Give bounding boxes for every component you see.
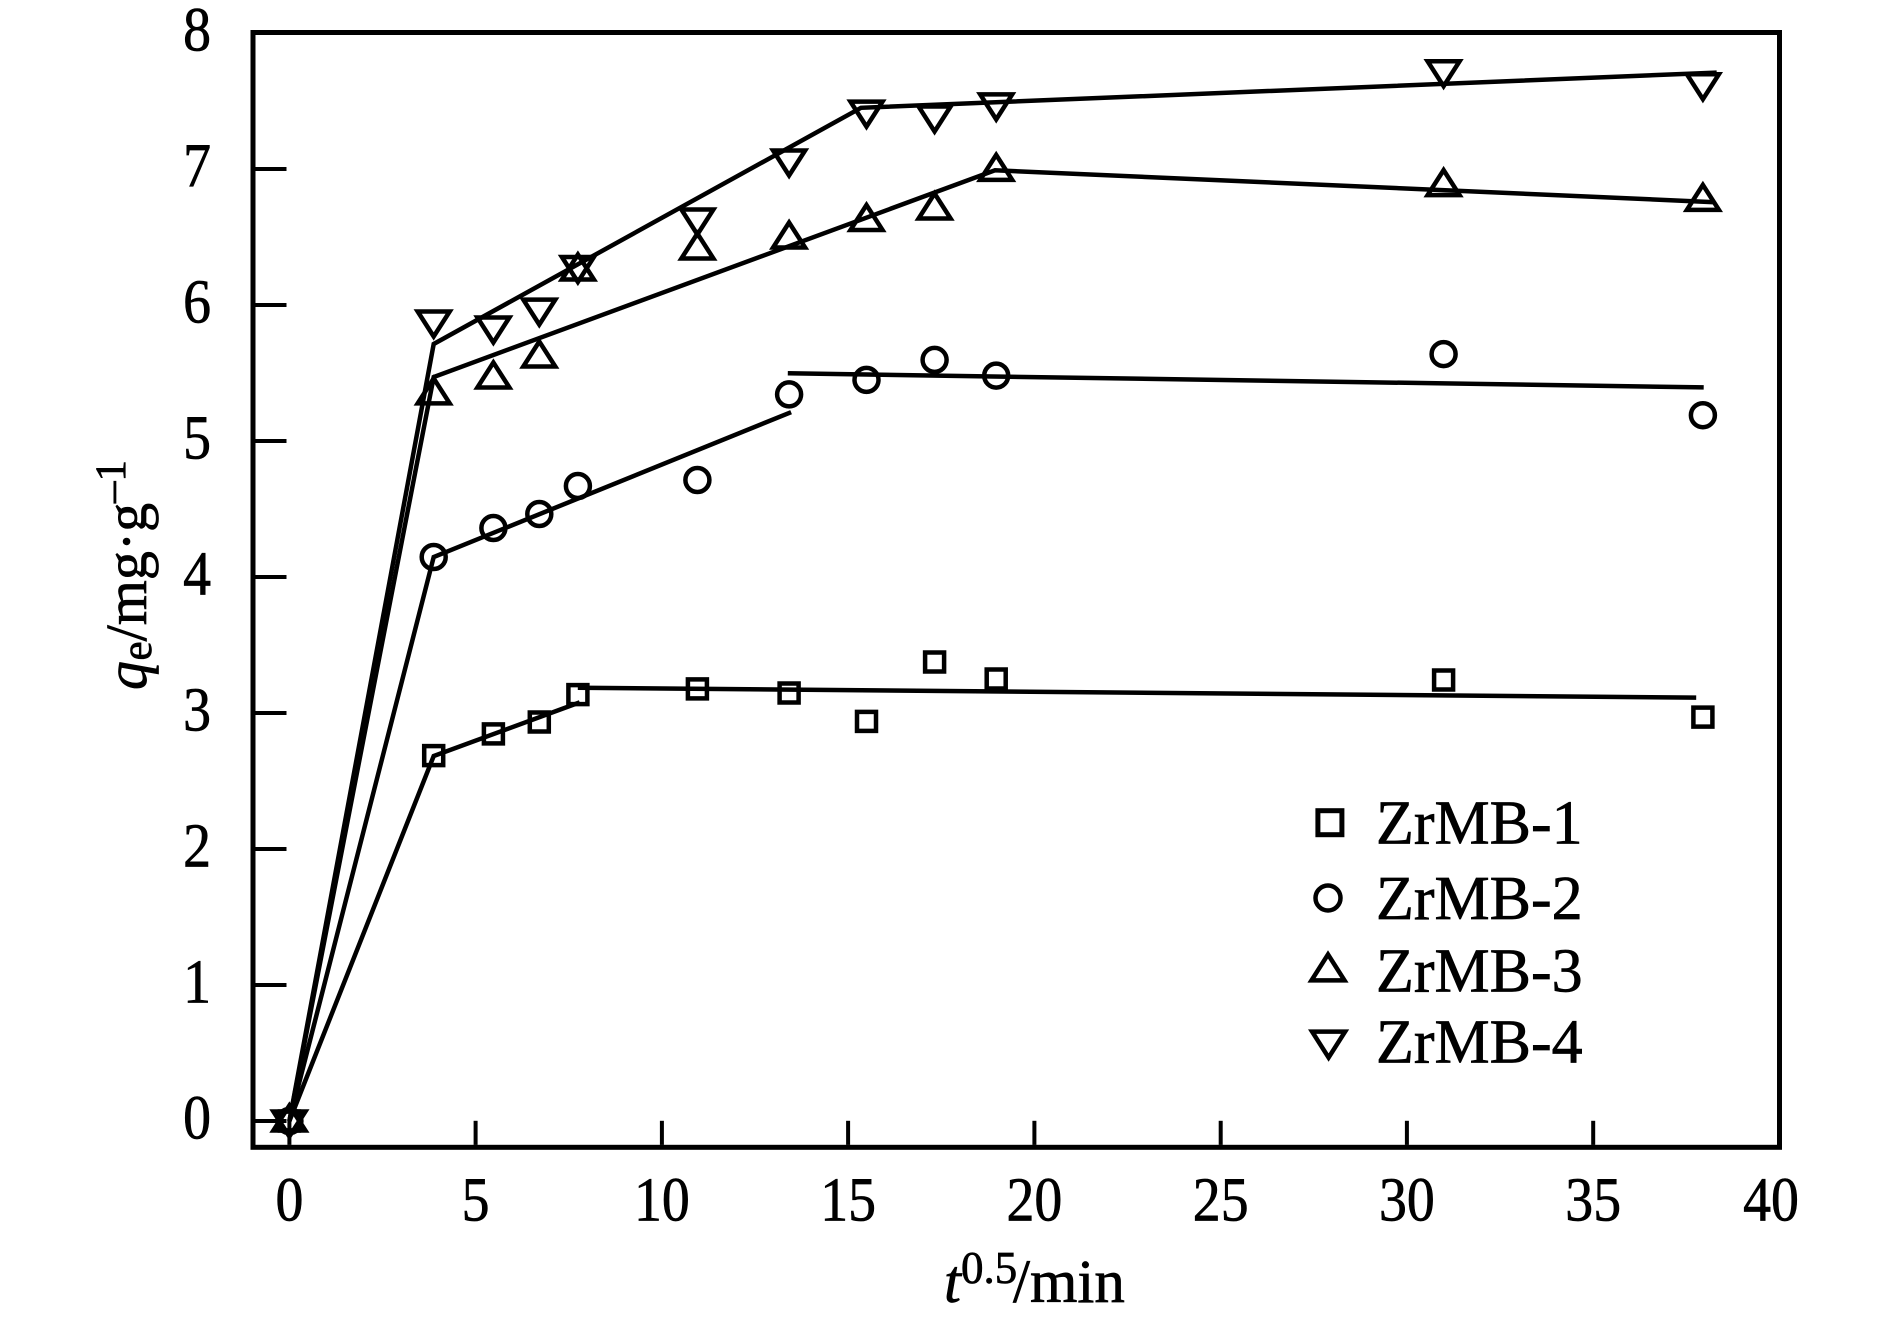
svg-text:–1: –1 [88,460,135,504]
svg-text:5: 5 [462,1165,490,1234]
svg-text:20: 20 [1007,1165,1063,1234]
svg-text:30: 30 [1379,1165,1435,1234]
svg-text:ZrMB-1: ZrMB-1 [1376,790,1583,858]
svg-text:6: 6 [183,267,211,336]
svg-text:2: 2 [183,811,211,880]
svg-text:8: 8 [183,0,211,64]
svg-text:15: 15 [820,1165,876,1234]
svg-text:1: 1 [183,947,211,1016]
svg-text:7: 7 [183,131,211,200]
svg-text:35: 35 [1565,1165,1621,1234]
svg-text:25: 25 [1193,1165,1249,1234]
svg-text:40: 40 [1743,1165,1799,1234]
svg-text:5: 5 [183,403,211,472]
svg-text:ZrMB-4: ZrMB-4 [1376,1009,1583,1077]
svg-text:q: q [94,661,159,690]
svg-text:0: 0 [183,1083,211,1152]
svg-text:0.5: 0.5 [961,1243,1017,1293]
svg-text:4: 4 [183,539,211,608]
svg-text:ZrMB-3: ZrMB-3 [1376,938,1583,1006]
svg-text:10: 10 [634,1165,690,1234]
svg-text:t: t [944,1249,963,1316]
svg-text:0: 0 [275,1165,303,1234]
svg-text:ZrMB-2: ZrMB-2 [1376,865,1583,933]
svg-text:e: e [114,641,161,660]
svg-text:/mg·g: /mg·g [94,503,159,642]
svg-text:/min: /min [1013,1249,1125,1316]
svg-text:3: 3 [183,675,211,744]
